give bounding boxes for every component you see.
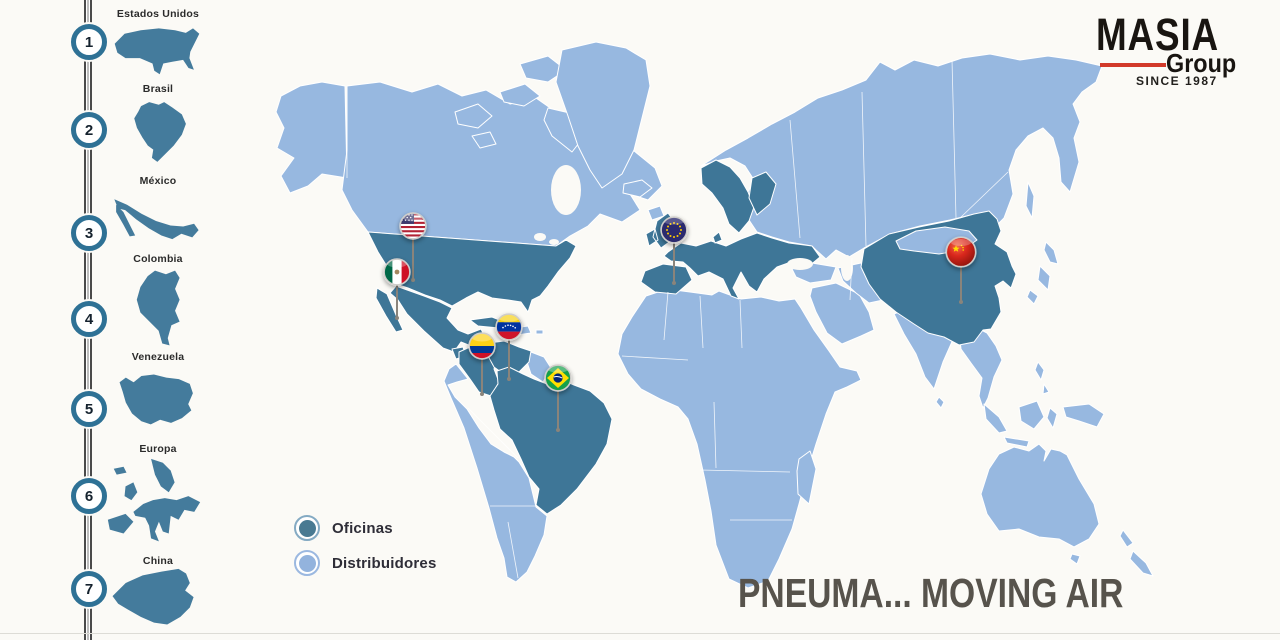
masia-group-logo: MASIA Group SINCE 1987 <box>1096 9 1256 88</box>
europe-silhouette-icon <box>107 458 201 542</box>
eu-flag-pin-icon <box>660 216 688 244</box>
sidebar-item-china-label: China <box>142 555 174 567</box>
venezuela-flag-pin-icon <box>495 313 523 341</box>
map-region-indonesia <box>983 361 1058 448</box>
brazil-flag-pin-icon <box>544 364 572 392</box>
step-number: 3 <box>84 224 94 242</box>
sidebar-step-5: 5 <box>71 391 107 427</box>
map-region-south-america-west <box>443 363 548 583</box>
venezuela-silhouette-icon <box>119 374 193 425</box>
usa-silhouette-icon <box>114 28 200 75</box>
pin-stick <box>556 390 560 432</box>
logo-since-text: SINCE 1987 <box>1136 74 1218 88</box>
step-number: 6 <box>84 487 94 505</box>
map-country-scandinavia <box>700 159 755 234</box>
map-water-black-sea <box>787 258 813 270</box>
mexico-silhouette-icon <box>114 199 199 240</box>
sidebar-item-colombia-label: Colombia <box>133 253 183 265</box>
map-region-africa <box>617 288 862 589</box>
sidebar-item-venezuela-label: Venezuela <box>131 351 185 363</box>
map-water-hudson-bay <box>551 165 581 215</box>
map-region-japan <box>1026 241 1059 305</box>
map-region-iceland <box>622 179 653 198</box>
sidebar-item-europa-label: Europa <box>139 443 177 455</box>
map-region-madagascar <box>796 450 817 505</box>
legend-item-distribuidores: Distribuidores <box>294 550 436 576</box>
legend-item-oficinas: Oficinas <box>294 515 393 541</box>
map-country-usa <box>367 231 577 313</box>
map-region-australia <box>980 443 1100 565</box>
logo-brand-name: MASIA <box>1096 9 1219 60</box>
pin-stick <box>672 242 676 285</box>
step-number: 5 <box>84 400 94 418</box>
pin-stick <box>395 284 399 320</box>
pin-stick <box>411 238 415 282</box>
map-water-caspian-sea <box>841 255 853 281</box>
legend-label-distribuidores: Distribuidores <box>332 554 437 572</box>
map-country-europe-mainland <box>663 231 821 300</box>
china-silhouette-icon <box>112 568 194 625</box>
step-number: 2 <box>84 121 94 139</box>
sidebar-step-1: 1 <box>71 24 107 60</box>
sidebar-step-7: 7 <box>71 571 107 607</box>
legend-label-oficinas: Oficinas <box>332 519 393 537</box>
sidebar-step-2: 2 <box>71 112 107 148</box>
map-region-new-guinea <box>1062 403 1105 428</box>
tagline: PNEUMA... MOVING AIR <box>738 570 1124 616</box>
sidebar-step-4: 4 <box>71 301 107 337</box>
sidebar-item-mexico-label: México <box>139 175 177 187</box>
step-number: 7 <box>84 580 94 598</box>
usa-flag-pin-icon <box>399 212 427 240</box>
map-water-great-lakes <box>534 233 546 241</box>
colombia-flag-pin-icon <box>468 332 496 360</box>
brazil-silhouette-icon <box>134 102 186 162</box>
map-region-southeast-asia <box>958 325 1003 409</box>
map-region-alaska <box>275 81 348 194</box>
office-marker-icon <box>294 515 320 541</box>
china-flag-pin-icon <box>945 236 977 268</box>
map-water-great-lakes-2 <box>549 239 559 245</box>
logo-red-rule <box>1100 63 1166 67</box>
map-region-arabia <box>809 282 875 345</box>
sidebar-step-6: 6 <box>71 478 107 514</box>
sidebar-item-estados-unidos-label: Estados Unidos <box>116 8 200 20</box>
map-region-greenland <box>555 41 651 189</box>
colombia-silhouette-icon <box>136 270 180 346</box>
map-region-new-zealand <box>1119 529 1154 577</box>
pin-stick <box>480 358 484 396</box>
map-region-sakhalin <box>1025 181 1035 219</box>
map-country-finland <box>748 171 777 216</box>
sidebar-step-3: 3 <box>71 215 107 251</box>
step-number: 1 <box>84 33 94 51</box>
pin-stick <box>507 339 511 381</box>
map-border-lines <box>346 59 1009 579</box>
distributor-marker-icon <box>294 550 320 576</box>
mexico-flag-pin-icon <box>383 258 411 286</box>
logo-group-text: Group <box>1166 48 1237 78</box>
bottom-hairline <box>0 633 1280 634</box>
step-number: 4 <box>84 310 94 328</box>
map-country-iberia <box>640 263 693 295</box>
pin-stick <box>959 266 963 304</box>
sidebar-item-brasil-label: Brasil <box>142 83 174 95</box>
map-region-russia-asia <box>700 53 1103 260</box>
